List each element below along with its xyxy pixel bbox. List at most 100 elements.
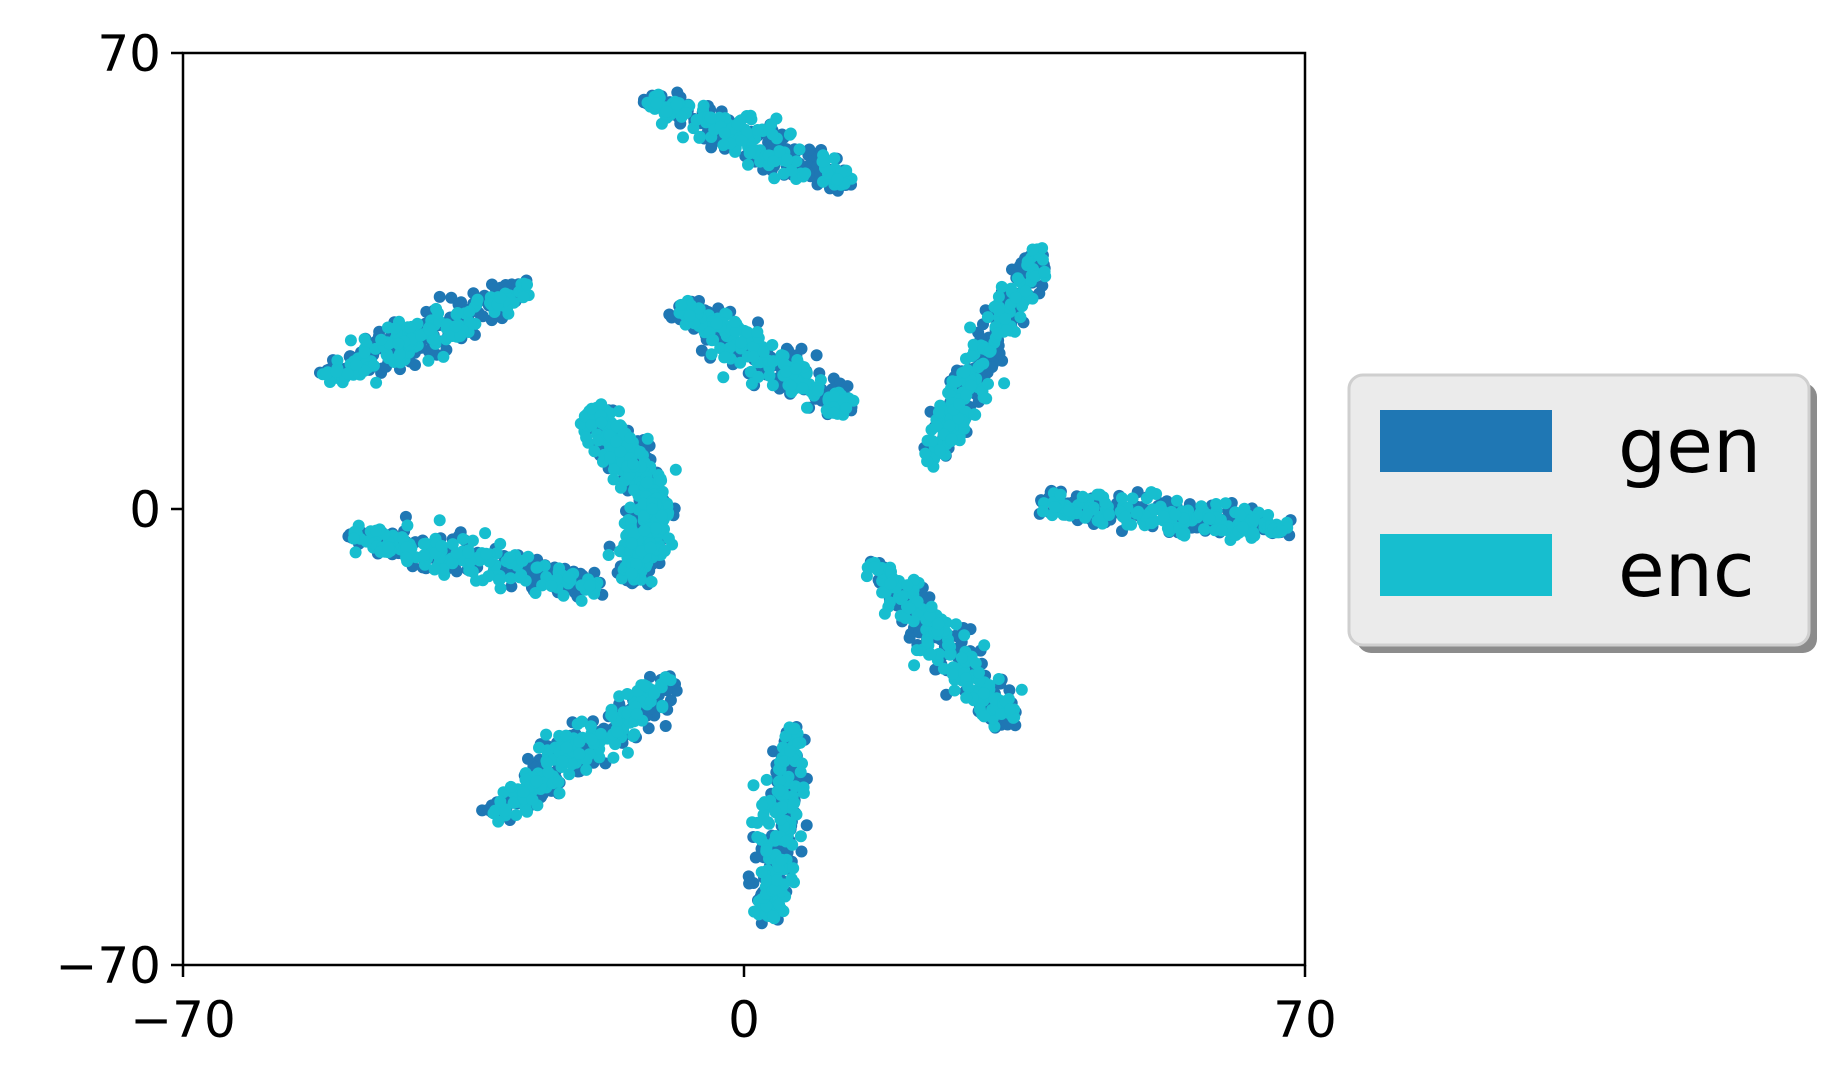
point-enc xyxy=(494,582,507,595)
point-enc xyxy=(428,563,441,576)
point-enc xyxy=(717,139,730,152)
point-enc xyxy=(1010,291,1022,304)
point-enc xyxy=(556,755,569,768)
point-enc xyxy=(958,629,971,642)
point-enc xyxy=(964,321,977,334)
point-enc xyxy=(755,866,768,879)
point-enc xyxy=(992,304,1005,317)
point-enc xyxy=(480,547,493,560)
point-enc xyxy=(320,367,333,380)
point-enc xyxy=(998,377,1011,390)
point-enc xyxy=(974,359,987,372)
point-enc xyxy=(575,715,588,728)
point-enc xyxy=(1234,509,1247,522)
point-enc xyxy=(331,354,344,367)
point-enc xyxy=(788,722,801,735)
legend-label-enc: enc xyxy=(1618,525,1755,614)
point-gen xyxy=(752,316,764,329)
point-enc xyxy=(756,799,769,811)
point-enc xyxy=(393,348,406,361)
point-enc xyxy=(713,111,726,124)
point-enc xyxy=(388,322,401,335)
point-enc xyxy=(1171,494,1183,507)
point-enc xyxy=(925,600,938,613)
point-enc xyxy=(585,418,598,431)
point-enc xyxy=(609,738,622,751)
point-enc xyxy=(1275,525,1288,537)
point-enc xyxy=(747,341,760,354)
point-enc xyxy=(553,787,566,800)
legend-swatch-enc xyxy=(1380,534,1552,596)
point-enc xyxy=(999,312,1012,325)
point-enc xyxy=(794,830,807,843)
point-enc xyxy=(751,124,764,136)
point-gen xyxy=(705,141,718,154)
point-enc xyxy=(828,390,840,403)
point-enc xyxy=(349,546,362,559)
point-enc xyxy=(573,736,586,748)
axis-ticks: −70 0 70 −70 0 70 xyxy=(55,25,1336,1049)
point-enc xyxy=(375,333,388,346)
point-enc xyxy=(787,862,800,875)
point-enc xyxy=(978,710,991,723)
point-enc xyxy=(778,755,791,767)
point-enc xyxy=(908,659,921,672)
point-enc xyxy=(760,845,773,858)
point-enc xyxy=(1116,492,1128,505)
point-enc xyxy=(658,544,671,557)
point-enc xyxy=(614,445,627,458)
point-gen xyxy=(1006,263,1018,276)
point-enc xyxy=(1004,703,1016,716)
point-enc xyxy=(729,325,742,338)
point-enc xyxy=(943,419,956,432)
point-enc xyxy=(995,280,1008,293)
point-enc xyxy=(960,691,973,704)
point-enc xyxy=(684,299,697,312)
point-enc xyxy=(760,773,773,786)
point-enc xyxy=(627,457,640,470)
scatter-points xyxy=(314,86,1297,930)
point-enc xyxy=(811,385,824,397)
point-enc xyxy=(763,369,776,382)
point-enc xyxy=(1247,526,1260,539)
point-enc xyxy=(552,776,565,788)
point-enc xyxy=(423,323,436,336)
point-enc xyxy=(769,883,781,896)
point-enc xyxy=(404,321,417,334)
point-enc xyxy=(585,402,598,415)
legend: gen enc xyxy=(1347,373,1817,653)
point-enc xyxy=(457,533,469,545)
point-enc xyxy=(503,551,516,564)
point-enc xyxy=(625,537,638,550)
point-enc xyxy=(401,519,414,532)
point-enc xyxy=(400,541,413,554)
point-enc xyxy=(780,835,793,848)
point-enc xyxy=(454,330,467,342)
point-enc xyxy=(911,595,924,608)
point-enc xyxy=(983,345,996,358)
point-enc xyxy=(427,333,440,346)
point-enc xyxy=(517,786,530,798)
point-enc xyxy=(1203,512,1216,525)
point-enc xyxy=(417,538,430,550)
point-enc xyxy=(1081,508,1093,521)
point-gen xyxy=(476,310,489,323)
point-gen xyxy=(800,819,813,832)
point-gen xyxy=(841,380,854,393)
point-enc xyxy=(1000,324,1013,337)
point-enc xyxy=(565,758,578,771)
point-enc xyxy=(718,127,731,140)
point-enc xyxy=(924,647,937,660)
point-enc xyxy=(946,668,959,680)
point-enc xyxy=(751,816,764,829)
point-enc xyxy=(637,510,650,523)
point-enc xyxy=(670,98,683,111)
point-enc xyxy=(789,362,802,375)
point-enc xyxy=(768,172,781,185)
point-enc xyxy=(950,618,962,631)
point-enc xyxy=(784,745,797,758)
point-enc xyxy=(794,766,807,779)
point-enc xyxy=(734,356,747,369)
point-enc xyxy=(614,545,626,558)
point-enc xyxy=(766,128,779,141)
